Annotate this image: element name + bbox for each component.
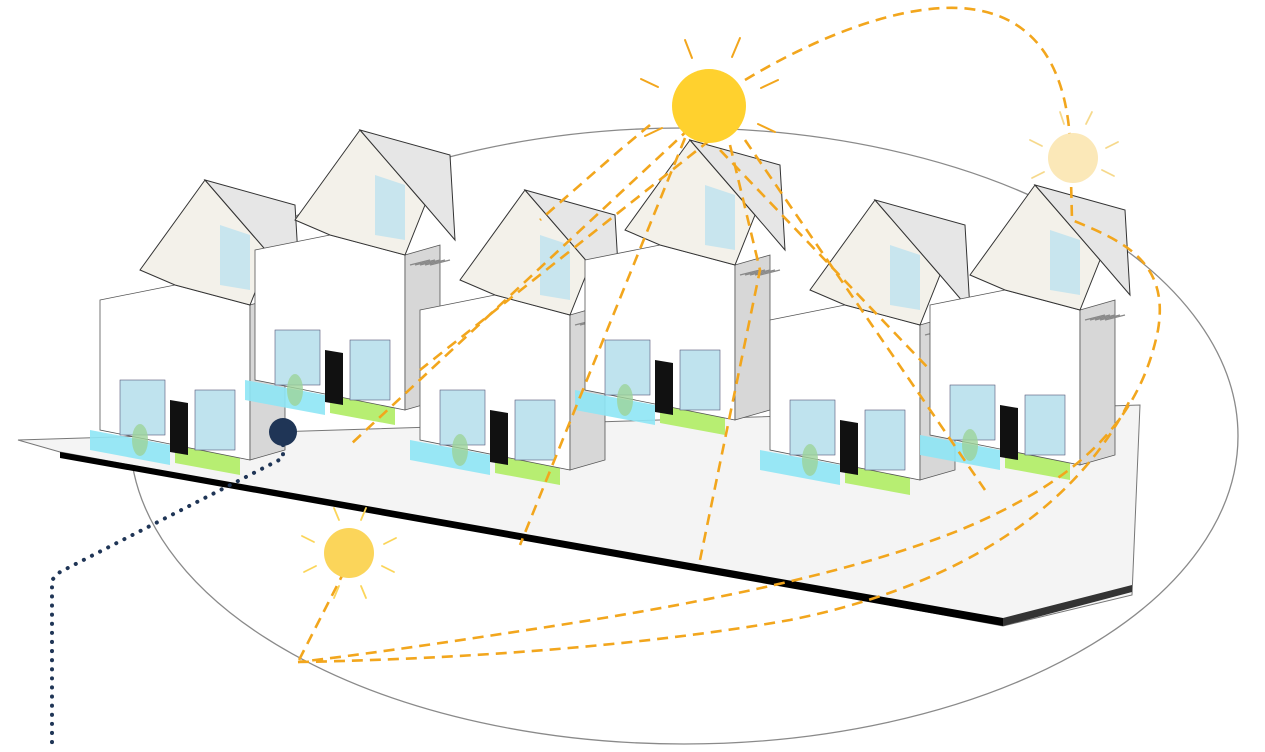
sun-icon-noon [640, 37, 779, 143]
dotted-leader-line [50, 443, 285, 747]
lawn [495, 455, 560, 485]
gable-side [1033, 184, 1131, 297]
ray-6 [719, 149, 931, 371]
ray-4 [698, 144, 762, 561]
ray-2 [518, 137, 687, 546]
pergola-slat [419, 259, 441, 266]
gable-side [688, 139, 786, 252]
lawn [1005, 450, 1070, 480]
sun-path [296, 6, 1161, 664]
pergola-slat [1084, 314, 1106, 321]
entry-door [655, 360, 673, 415]
ray-7 [539, 124, 651, 221]
location-marker-dot [269, 418, 297, 446]
pergola-slat [759, 269, 781, 276]
lawn [845, 465, 910, 495]
entry-door [1000, 405, 1018, 460]
house-row [90, 129, 1131, 495]
glass-facade [1024, 394, 1066, 456]
gable-window [1050, 230, 1080, 295]
sun-icon-morning [301, 507, 397, 599]
gable-window [375, 175, 405, 240]
pergola-slat [424, 259, 446, 266]
pergola-slat [739, 269, 761, 276]
sun-arc-lower [297, 399, 1132, 664]
tree [452, 434, 468, 466]
ray-1 [349, 127, 691, 446]
tree [802, 444, 818, 476]
gable-window [220, 225, 250, 290]
pergola-slat [409, 259, 431, 266]
pergola-slat [1104, 314, 1126, 321]
glass-facade [864, 409, 906, 471]
gable-window [540, 235, 570, 300]
pool [410, 440, 490, 475]
ray-3 [419, 138, 711, 372]
lawn [660, 405, 725, 435]
gable-window [705, 185, 735, 250]
sun-icon-evening [1029, 111, 1119, 183]
tree [287, 374, 303, 406]
pergola-slat [744, 269, 766, 276]
gable-side [358, 129, 456, 242]
entry-door [840, 420, 858, 475]
pool [245, 380, 325, 415]
front-ground-edge [60, 452, 1003, 626]
gable-window [890, 245, 920, 310]
entry-door [490, 410, 508, 465]
lawn [330, 395, 395, 425]
pergola-slat [414, 259, 436, 266]
pool [575, 390, 655, 425]
house-side-wall [734, 254, 771, 421]
entry-door [170, 400, 188, 455]
entry-door [325, 350, 343, 405]
glass-facade [514, 399, 556, 461]
pergola-slat [1099, 314, 1121, 321]
house-side-wall [1079, 299, 1116, 466]
glass-facade [679, 349, 721, 411]
pool [760, 450, 840, 485]
glass-facade [349, 339, 391, 401]
ray-8 [296, 569, 347, 663]
pool [90, 430, 170, 465]
tree [617, 384, 633, 416]
lawn [175, 445, 240, 475]
glass-facade [194, 389, 236, 451]
pergola-slat [1094, 314, 1116, 321]
pergola-slat [1089, 314, 1111, 321]
tree [132, 424, 148, 456]
tree [962, 429, 978, 461]
location-marker [50, 418, 297, 747]
pergola-slat [429, 259, 451, 266]
